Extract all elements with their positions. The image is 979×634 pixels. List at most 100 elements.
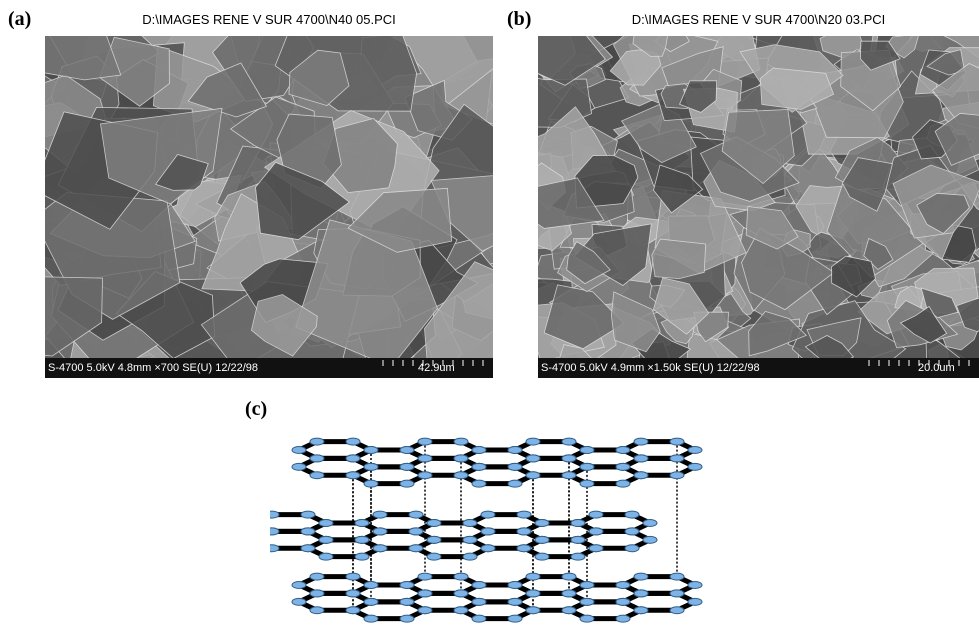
- atom: [517, 545, 531, 552]
- atom: [418, 438, 432, 445]
- atom: [319, 520, 333, 527]
- atom: [508, 615, 522, 622]
- atom: [562, 607, 576, 614]
- atom: [292, 582, 306, 589]
- atom: [373, 545, 387, 552]
- atom: [643, 536, 657, 543]
- atom: [472, 480, 486, 487]
- atom: [400, 447, 414, 454]
- sem-image: [45, 36, 493, 378]
- atom: [580, 582, 594, 589]
- atom: [571, 520, 585, 527]
- image-title: D:\IMAGES RENE V SUR 4700\N40 05.PCI: [45, 12, 493, 27]
- atom: [400, 582, 414, 589]
- atom: [364, 447, 378, 454]
- atom: [562, 590, 576, 597]
- atom: [508, 447, 522, 454]
- atom: [670, 472, 684, 479]
- graphite-diagram: [270, 425, 770, 634]
- atom: [688, 582, 702, 589]
- atom: [580, 463, 594, 470]
- atom: [346, 573, 360, 580]
- atom: [526, 590, 540, 597]
- atom: [526, 455, 540, 462]
- atom: [508, 582, 522, 589]
- atom: [580, 480, 594, 487]
- atom: [634, 607, 648, 614]
- sem-info: S-4700 5.0kV 4.8mm ×700 SE(U) 12/22/98: [48, 362, 258, 374]
- scale-label: 42.9um: [418, 362, 455, 374]
- atom: [634, 573, 648, 580]
- atom: [355, 520, 369, 527]
- atom: [270, 511, 279, 518]
- atom: [634, 472, 648, 479]
- panel-label: (b): [507, 8, 531, 31]
- atom: [580, 615, 594, 622]
- atom: [616, 463, 630, 470]
- atom: [418, 455, 432, 462]
- image-title: D:\IMAGES RENE V SUR 4700\N20 03.PCI: [538, 12, 979, 27]
- atom: [589, 511, 603, 518]
- atom: [463, 536, 477, 543]
- atom: [562, 573, 576, 580]
- panel-label: (c): [245, 398, 267, 421]
- atom: [670, 573, 684, 580]
- atom: [409, 545, 423, 552]
- atom: [454, 590, 468, 597]
- page: {"panels": [ {"label": "(a)", "title": "…: [0, 0, 979, 634]
- atom: [589, 528, 603, 535]
- atom: [634, 438, 648, 445]
- atom: [526, 573, 540, 580]
- atom: [310, 472, 324, 479]
- atom: [571, 536, 585, 543]
- atom: [535, 536, 549, 543]
- atom: [400, 463, 414, 470]
- atom: [418, 472, 432, 479]
- atom: [616, 582, 630, 589]
- atom: [346, 590, 360, 597]
- atom: [481, 511, 495, 518]
- atom: [472, 598, 486, 605]
- atom: [373, 528, 387, 535]
- atom: [409, 511, 423, 518]
- atom: [562, 472, 576, 479]
- atom: [688, 447, 702, 454]
- atom: [625, 528, 639, 535]
- atom: [670, 438, 684, 445]
- atom: [472, 447, 486, 454]
- atom: [310, 573, 324, 580]
- atom: [310, 438, 324, 445]
- panel-label: (a): [8, 8, 31, 31]
- atom: [634, 590, 648, 597]
- atom: [472, 463, 486, 470]
- atom: [616, 447, 630, 454]
- atom: [472, 615, 486, 622]
- atom: [364, 582, 378, 589]
- atom: [508, 598, 522, 605]
- atom: [625, 545, 639, 552]
- atom: [688, 598, 702, 605]
- sem-info: S-4700 5.0kV 4.9mm ×1.50k SE(U) 12/22/98: [541, 362, 760, 374]
- atom: [562, 438, 576, 445]
- atom: [643, 520, 657, 527]
- atom: [364, 463, 378, 470]
- atom: [270, 545, 279, 552]
- atom: [400, 615, 414, 622]
- atom: [427, 536, 441, 543]
- atom: [319, 553, 333, 560]
- atom: [580, 598, 594, 605]
- atom: [481, 528, 495, 535]
- atom: [346, 438, 360, 445]
- atom: [355, 553, 369, 560]
- atom: [418, 607, 432, 614]
- atom: [346, 472, 360, 479]
- atom: [517, 528, 531, 535]
- atom: [526, 438, 540, 445]
- atom: [508, 463, 522, 470]
- atom: [427, 553, 441, 560]
- atom: [454, 455, 468, 462]
- atom: [508, 480, 522, 487]
- atom: [301, 545, 315, 552]
- atom: [562, 455, 576, 462]
- atom: [346, 607, 360, 614]
